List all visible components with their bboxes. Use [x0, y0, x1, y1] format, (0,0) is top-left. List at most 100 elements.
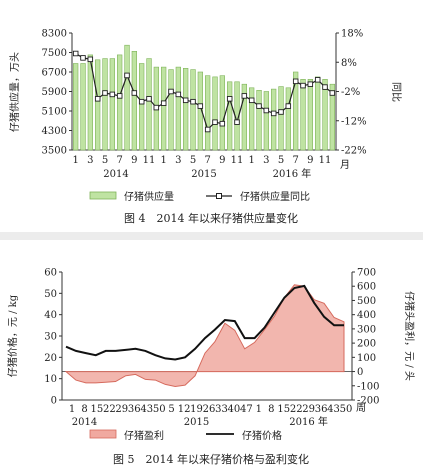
supply-yoy-point	[197, 103, 204, 109]
price-x-tick-label: 8	[81, 404, 87, 415]
supply-x-ticks: 1 3 5 7 9 11 1 3 5 7 9 11 1 3 5 7 9 11	[73, 155, 332, 166]
supply-x-tick-label: 9	[307, 155, 313, 166]
supply-x-tick-label: 9	[219, 155, 225, 166]
supply-right-tick-label: -22%	[341, 146, 367, 157]
supply-right-tick-label: -12%	[341, 116, 367, 127]
supply-yoy-point	[212, 119, 218, 125]
price-x-tick-label: 19	[190, 404, 203, 415]
price-right-tick-label: 300	[357, 324, 376, 335]
supply-left-tick-label: 6700	[42, 68, 67, 79]
supply-yoy-point	[160, 100, 167, 106]
price-x-tick-label: 15	[277, 404, 290, 415]
supply-bar	[205, 75, 211, 151]
supply-left-ticks: 8300 7500 6700 5900 5100 4300 3500	[42, 29, 72, 157]
supply-yoy-point	[314, 77, 321, 83]
supply-yoy-point	[124, 72, 130, 79]
price-x-tick-label: 8	[268, 404, 274, 415]
supply-bar	[80, 63, 86, 151]
supply-x-tick-label: 7	[205, 155, 211, 166]
price-legend-line-label: 仔猪价格	[242, 429, 282, 442]
supply-bar	[249, 87, 255, 151]
supply-bar	[256, 90, 262, 151]
supply-left-tick-label: 4300	[42, 126, 67, 137]
supply-yoy-point	[234, 119, 240, 125]
supply-year-labels: 2014 2015 2016 年	[103, 167, 311, 180]
supply-left-tick-label: 5900	[42, 87, 67, 98]
price-x-tick-label: 36	[128, 404, 141, 415]
supply-x-tick-label: 11	[231, 155, 244, 166]
price-x-tick-label: 5	[168, 404, 174, 415]
supply-right-tick-label: 18%	[341, 29, 363, 40]
supply-bar	[314, 76, 321, 151]
price-x-tick-label: 43	[327, 404, 340, 415]
supply-left-tick-label: 5100	[42, 107, 67, 118]
price-x-tick-label: 22	[103, 404, 116, 415]
price-right-tick-label: 500	[357, 296, 376, 307]
price-x-tick-label: 33	[215, 404, 228, 415]
price-right-tick-label: 600	[357, 282, 376, 293]
supply-yoy-point	[153, 104, 160, 111]
supply-x-tick-label: 11	[143, 155, 156, 166]
price-left-ticks: 60 50 40 30 20 10 0	[44, 268, 62, 407]
supply-legend-bar-swatch	[89, 191, 117, 200]
supply-x-tick-label: 3	[175, 155, 181, 166]
panel-separator	[0, 232, 423, 240]
supply-bar	[146, 58, 152, 151]
supply-yoy-point	[168, 88, 174, 95]
supply-left-tick-label: 8300	[42, 29, 67, 40]
price-caption: 图 5 2014 年以来仔猪价格与盈利变化	[113, 452, 309, 466]
supply-yoy-points	[72, 50, 336, 133]
supply-x-tick-label: 1	[249, 155, 255, 166]
supply-left-axis-label: 仔猪供应量，万头	[8, 52, 21, 132]
price-left-tick-label: 10	[44, 374, 57, 385]
supply-bar	[227, 81, 233, 151]
supply-bar	[175, 66, 181, 151]
supply-bar	[300, 79, 306, 151]
supply-left-tick-label: 7500	[42, 48, 67, 59]
supply-bar	[161, 66, 167, 151]
supply-legend: 仔猪供应量 仔猪供应量同比	[89, 190, 310, 203]
supply-year-label: 2015	[191, 169, 216, 180]
supply-yoy-point	[131, 90, 138, 96]
supply-yoy-point	[278, 109, 284, 115]
supply-yoy-point	[87, 56, 94, 63]
supply-bar	[102, 58, 108, 151]
supply-bar	[139, 63, 145, 151]
supply-bar	[292, 71, 299, 151]
price-year-label: 2016 年	[289, 415, 328, 428]
supply-year-label: 2014	[103, 169, 128, 180]
supply-bar	[219, 75, 225, 151]
price-right-tick-label: -200	[357, 396, 379, 407]
supply-bar	[190, 69, 196, 151]
price-x-tick-label: 50	[153, 404, 166, 415]
supply-caption: 图 4 2014 年以来仔猪供应量变化	[124, 211, 298, 225]
price-left-tick-label: 40	[44, 310, 57, 321]
supply-legend-bar-label: 仔猪供应量	[124, 190, 174, 203]
supply-bar	[285, 87, 291, 151]
price-left-tick-label: 60	[44, 268, 57, 279]
price-x-tick-label: 29	[302, 404, 315, 415]
supply-yoy-point	[72, 50, 79, 57]
supply-right-tick-label: -2%	[341, 87, 360, 98]
price-year-label: 2014	[72, 417, 97, 428]
supply-x-tick-label: 11	[319, 155, 332, 166]
supply-yoy-point	[175, 91, 182, 98]
supply-x-tick-label: 7	[293, 155, 299, 166]
supply-yoy-point	[322, 84, 328, 90]
supply-yoy-point	[270, 110, 277, 117]
price-left-tick-label: 50	[44, 289, 57, 300]
supply-x-tick-label: 9	[131, 155, 137, 166]
supply-left-tick-label: 3500	[42, 146, 67, 157]
supply-legend-line-label: 仔猪供应量同比	[240, 190, 310, 203]
supply-bars	[73, 44, 335, 151]
price-x-tick-label: 36	[315, 404, 328, 415]
price-line	[65, 284, 344, 361]
price-x-tick-label: 15	[91, 404, 104, 415]
price-left-axis-label: 仔猪价格，元 / kg	[6, 294, 19, 377]
price-left-tick-label: 20	[44, 353, 57, 364]
price-right-tick-label: 700	[357, 268, 376, 279]
price-legend-area-label: 仔猪盈利	[124, 430, 164, 442]
price-left-tick-label: 0	[51, 396, 57, 407]
supply-bar	[197, 71, 203, 151]
price-year-labels: 2014 2015 2016 年	[72, 415, 328, 428]
